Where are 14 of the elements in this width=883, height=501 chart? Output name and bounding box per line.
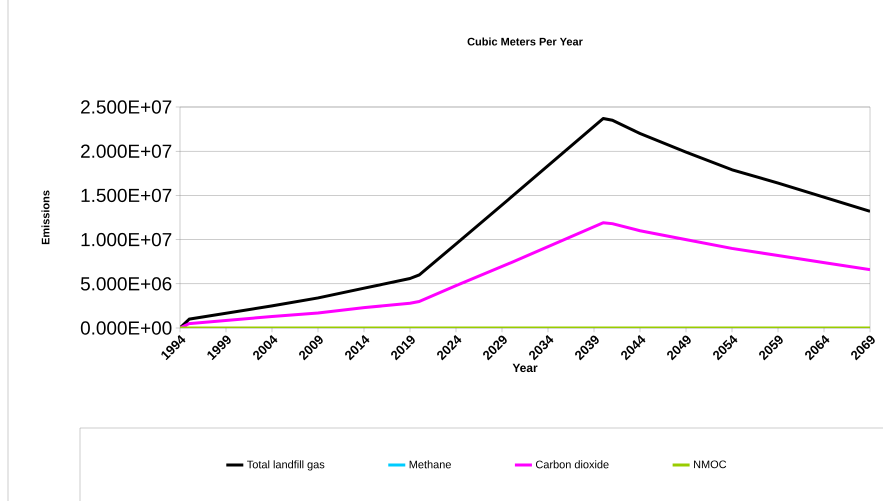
- x-axis-title: Year: [512, 364, 538, 372]
- y-tick-label: 0.000E+00: [80, 321, 172, 335]
- legend-label: NMOC: [694, 460, 726, 468]
- y-tick-label: 5.000E+06: [80, 277, 172, 291]
- chart-title: Cubic Meters Per Year: [468, 37, 583, 46]
- legend-label: Total landfill gas: [247, 460, 324, 471]
- y-axis-title: Emissions: [41, 190, 50, 244]
- y-tick-label: 2.500E+07: [81, 100, 172, 114]
- legend-label: Methane: [410, 460, 451, 468]
- line-series: [180, 221, 870, 328]
- y-tick-label: 1.500E+07: [82, 188, 172, 202]
- y-tick-label: 2.000E+07: [81, 144, 172, 158]
- legend-label: Carbon dioxide: [536, 460, 609, 468]
- y-tick-label: 1.000E+07: [82, 232, 172, 246]
